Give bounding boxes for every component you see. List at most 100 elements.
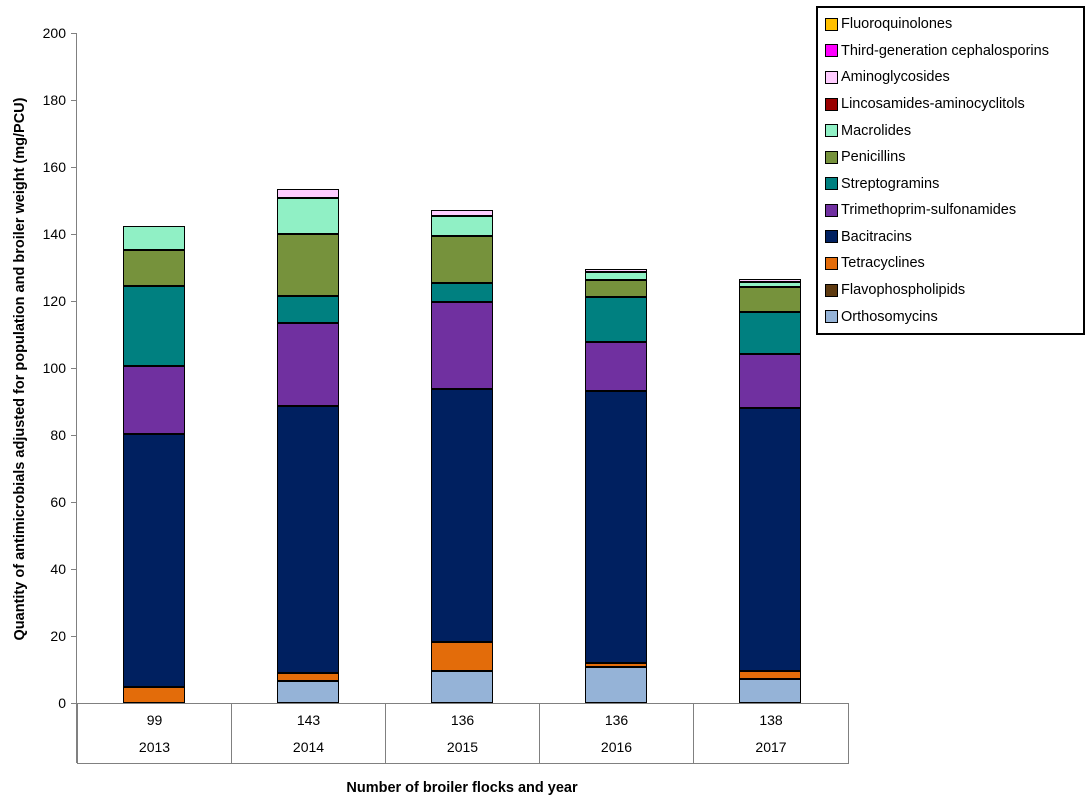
flock-count-label: 99 xyxy=(146,711,163,728)
legend-label: Orthosomycins xyxy=(841,308,938,325)
flock-count-label: 143 xyxy=(296,711,321,728)
bar-segment-bacitracins xyxy=(277,405,339,673)
bar-segment-orthosomycins xyxy=(585,666,647,703)
y-tick-mark xyxy=(71,167,77,168)
category-cell-2016: 136 2016 xyxy=(540,703,694,763)
legend-item-macrolides: Macrolides xyxy=(825,119,1083,143)
year-label: 2016 xyxy=(600,738,633,755)
bar-segment-tetracyclines xyxy=(277,672,339,681)
y-tick-label: 180 xyxy=(42,92,66,108)
bar-segment-aminoglycosides xyxy=(277,189,339,198)
legend-item-lincosamides-aminocyclitols: Lincosamides-aminocyclitols xyxy=(825,92,1083,116)
y-tick-label: 0 xyxy=(58,695,66,711)
y-tick-label: 120 xyxy=(42,293,66,309)
bar-segment-penicillins xyxy=(431,235,493,283)
x-axis-title: Number of broiler flocks and year xyxy=(346,780,578,796)
bar-2017 xyxy=(739,33,801,703)
bar-2015 xyxy=(431,33,493,703)
bar-segment-bacitracins xyxy=(123,433,185,688)
legend-label: Fluoroquinolones xyxy=(841,16,953,33)
legend-label: Trimethoprim-sulfonamides xyxy=(841,202,1017,219)
bar-segment-trimethoprim-sulfonamides xyxy=(585,341,647,391)
bar-segment-aminoglycosides xyxy=(739,279,801,283)
y-axis-line xyxy=(76,33,77,763)
bar-segment-macrolides xyxy=(123,226,185,250)
y-tick-mark xyxy=(71,234,77,235)
bar-segment-tetracyclines xyxy=(431,642,493,671)
y-tick-mark xyxy=(71,100,77,101)
legend-item-tetracyclines: Tetracyclines xyxy=(825,251,1083,275)
y-tick-label: 160 xyxy=(42,159,66,175)
category-cell-2013: 99 2013 xyxy=(78,703,232,763)
legend-item-bacitracins: Bacitracins xyxy=(825,225,1083,249)
bar-segment-penicillins xyxy=(585,279,647,298)
legend-item-fluoroquinolones: Fluoroquinolones xyxy=(825,12,1083,36)
legend-swatch xyxy=(825,310,838,324)
legend-swatch xyxy=(825,203,838,217)
bar-2016 xyxy=(585,33,647,703)
plot-area xyxy=(77,33,847,703)
legend-swatch xyxy=(825,150,838,164)
bar-segment-trimethoprim-sulfonamides xyxy=(123,365,185,434)
flock-count-label: 136 xyxy=(450,711,475,728)
legend: Fluoroquinolones Third-generation cephalo… xyxy=(816,6,1085,335)
bar-segment-bacitracins xyxy=(739,408,801,671)
bar-segment-orthosomycins xyxy=(739,678,801,703)
bar-segment-penicillins xyxy=(739,286,801,313)
bar-segment-streptogramins xyxy=(123,286,185,366)
category-cell-2015: 136 2015 xyxy=(386,703,540,763)
year-label: 2017 xyxy=(755,738,787,755)
y-tick-label: 200 xyxy=(42,25,66,41)
y-tick-mark xyxy=(71,33,77,34)
bar-segment-orthosomycins xyxy=(431,670,493,703)
legend-label: Aminoglycosides xyxy=(841,69,950,86)
y-tick-mark xyxy=(71,703,77,704)
legend-label: Macrolides xyxy=(841,122,912,139)
bar-segment-tetracyclines xyxy=(739,670,801,679)
bar-segment-trimethoprim-sulfonamides xyxy=(277,322,339,406)
bar-segment-aminoglycosides xyxy=(431,210,493,217)
bar-segment-macrolides xyxy=(739,282,801,287)
legend-swatch xyxy=(825,44,838,58)
legend-item-third-generation-cephalosporins: Third-generation cephalosporins xyxy=(825,39,1083,63)
legend-item-streptogramins: Streptogramins xyxy=(825,172,1083,196)
legend-item-flavophospholipids: Flavophospholipids xyxy=(825,278,1083,302)
bar-segment-tetracyclines xyxy=(585,663,647,667)
legend-item-penicillins: Penicillins xyxy=(825,145,1083,169)
legend-label: Streptogramins xyxy=(841,175,940,192)
legend-label: Tetracyclines xyxy=(841,255,925,272)
bar-segment-penicillins xyxy=(123,249,185,287)
legend-swatch xyxy=(825,256,838,270)
category-cell-2017: 138 2017 xyxy=(694,703,848,763)
y-tick-mark xyxy=(71,636,77,637)
category-table: 99 2013 143 2014 136 2015 136 2016 138 2017 xyxy=(77,703,849,764)
bar-segment-aminoglycosides xyxy=(585,268,647,272)
legend-label: Penicillins xyxy=(841,149,906,166)
year-label: 2015 xyxy=(446,738,479,755)
y-tick-label: 80 xyxy=(50,427,66,443)
bar-segment-bacitracins xyxy=(585,390,647,664)
bar-segment-macrolides xyxy=(277,197,339,234)
bar-2014 xyxy=(277,33,339,703)
year-label: 2013 xyxy=(138,738,171,755)
legend-label: Flavophospholipids xyxy=(841,282,966,299)
flock-count-label: 136 xyxy=(604,711,629,728)
bar-segment-orthosomycins xyxy=(277,680,339,703)
bar-segment-streptogramins xyxy=(585,297,647,342)
category-cell-2014: 143 2014 xyxy=(232,703,386,763)
y-tick-mark xyxy=(71,368,77,369)
legend-item-aminoglycosides: Aminoglycosides xyxy=(825,65,1083,89)
legend-item-orthosomycins: Orthosomycins xyxy=(825,305,1083,329)
y-tick-label: 100 xyxy=(42,360,66,376)
y-tick-mark xyxy=(71,301,77,302)
bar-segment-trimethoprim-sulfonamides xyxy=(431,302,493,390)
legend-swatch xyxy=(825,70,838,84)
bar-segment-tetracyclines xyxy=(123,687,185,703)
y-tick-mark xyxy=(71,502,77,503)
bar-2013 xyxy=(123,33,185,703)
bar-segment-penicillins xyxy=(277,233,339,297)
flock-count-label: 138 xyxy=(759,711,783,728)
y-tick-label: 40 xyxy=(50,561,66,577)
bar-segment-streptogramins xyxy=(277,296,339,323)
x-axis-line xyxy=(77,703,848,704)
